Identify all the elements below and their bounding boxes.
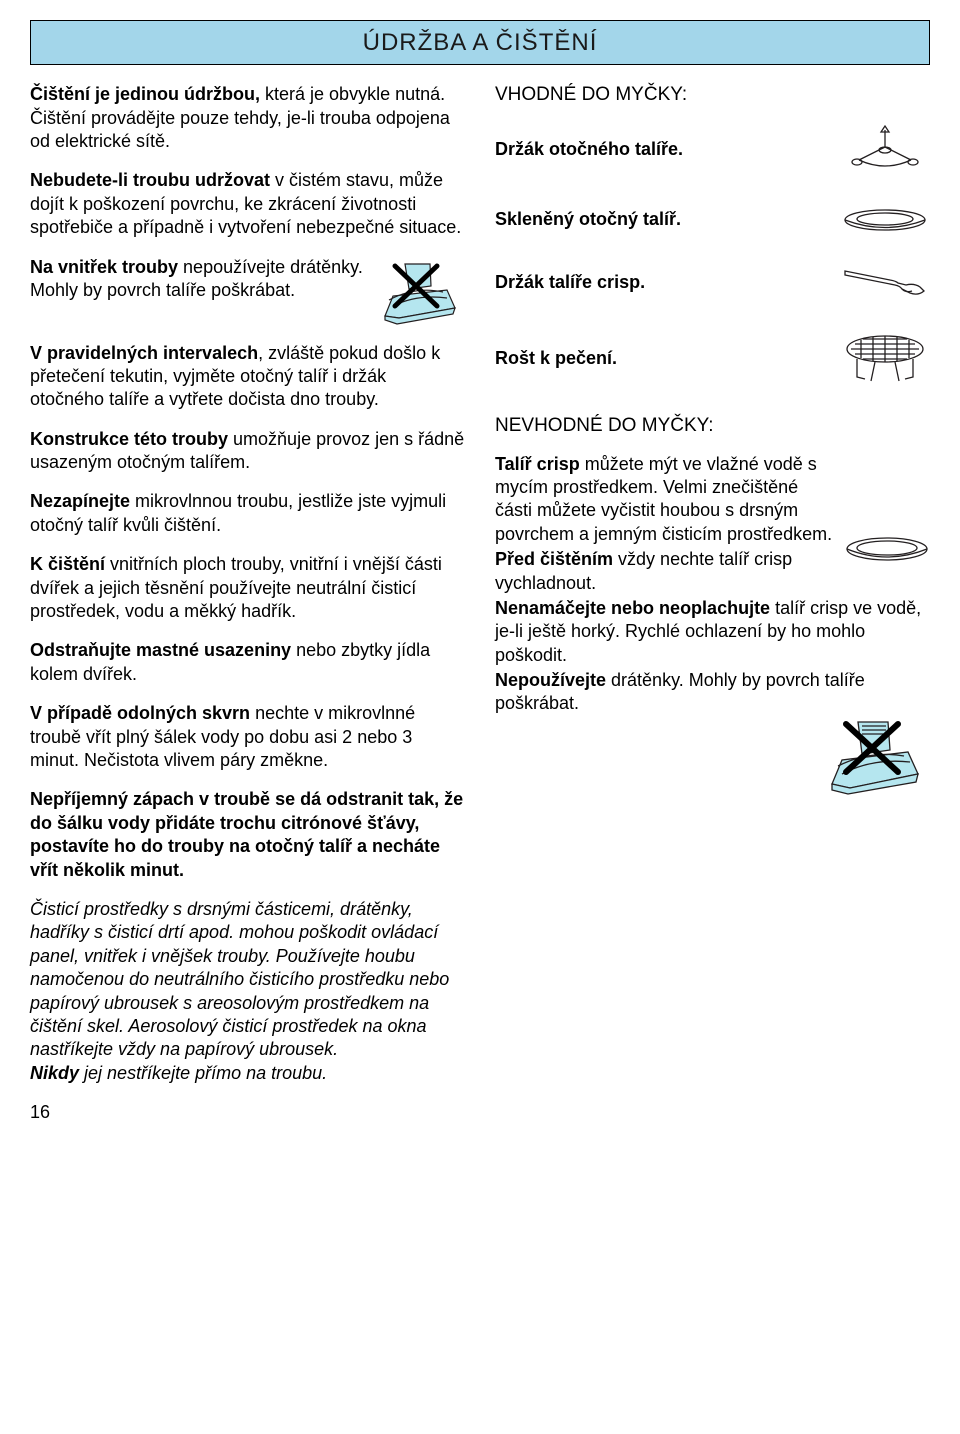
baking-rack-icon	[840, 331, 930, 386]
heading-dishwasher-safe: VHODNÉ DO MYČKY:	[495, 83, 930, 108]
para-stubborn-stains: V případě odolných skvrn nechte v mikrov…	[30, 702, 465, 772]
para-no-steel-wool: Na vnitřek trouby nepoužívejte drátěnky.…	[30, 256, 465, 326]
para-grease: Odstraňujte mastné usazeniny nebo zbytky…	[30, 639, 465, 686]
left-column: Čištění je jedinou údržbou, která je obv…	[30, 83, 465, 1124]
para-maintain-clean: Nebudete-li troubu udržovat v čistém sta…	[30, 169, 465, 239]
turntable-support-icon	[840, 122, 930, 177]
item-crisp-handle: Držák talíře crisp.	[495, 263, 930, 303]
crisp-plate-icon	[845, 533, 930, 568]
para-cleaning-only: Čištění je jedinou údržbou, která je obv…	[30, 83, 465, 153]
para-abrasive-warning: Čisticí prostředky s drsnými částicemi, …	[30, 898, 465, 1085]
sponge-crossed-icon	[375, 256, 465, 326]
crisp-plate-text-block: Talíř crisp můžete mýt ve vlažné vodě s …	[495, 453, 930, 718]
item-baking-rack: Rošt k pečení.	[495, 331, 930, 386]
crisp-handle-icon	[840, 263, 930, 303]
sponge-crossed-icon-bottom	[495, 712, 930, 797]
para-odor: Nepříjemný zápach v troubě se dá odstran…	[30, 788, 465, 882]
glass-plate-icon	[840, 205, 930, 235]
heading-not-dishwasher-safe: NEVHODNÉ DO MYČKY:	[495, 414, 930, 439]
two-column-layout: Čištění je jedinou údržbou, která je obv…	[30, 83, 930, 1124]
right-column: VHODNÉ DO MYČKY: Držák otočného talíře.	[495, 83, 930, 1124]
para-cleaning-agent: K čištění vnitřních ploch trouby, vnitřn…	[30, 553, 465, 623]
item-glass-turntable: Skleněný otočný talíř.	[495, 205, 930, 235]
section-banner: ÚDRŽBA A ČIŠTĚNÍ	[30, 20, 930, 65]
page-number: 16	[30, 1101, 465, 1124]
para-construction: Konstrukce této trouby umožňuje provoz j…	[30, 428, 465, 475]
item-turntable-support: Držák otočného talíře.	[495, 122, 930, 177]
para-do-not-turn-on: Nezapínejte mikrovlnnou troubu, jestliže…	[30, 490, 465, 537]
para-regular-intervals: V pravidelných intervalech, zvláště poku…	[30, 342, 465, 412]
